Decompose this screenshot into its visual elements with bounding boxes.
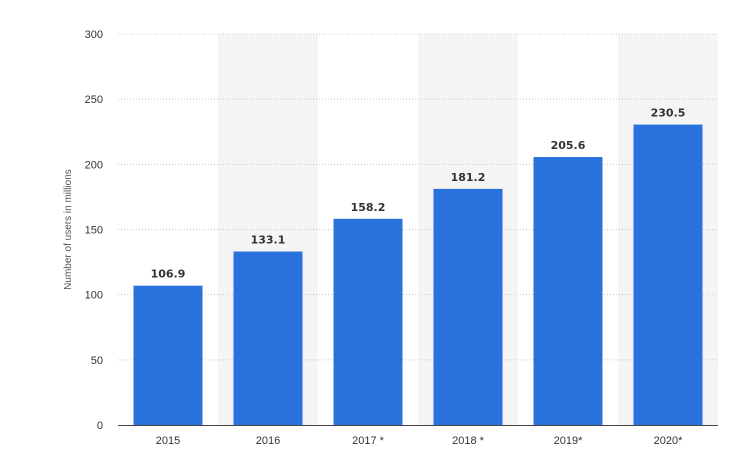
data-label-2: 158.2 — [351, 201, 386, 214]
bar-2020 — [633, 124, 703, 425]
data-label-0: 106.9 — [151, 268, 186, 281]
bar-2017 — [333, 218, 403, 425]
data-labels: 106.9 133.1 158.2 181.2 205.6 230.5 — [151, 107, 686, 281]
data-label-1: 133.1 — [251, 234, 286, 247]
gridlines — [118, 33, 718, 361]
x-tick-label-4: 2019* — [554, 435, 583, 447]
bar-2016 — [233, 251, 303, 425]
bar-2019 — [533, 157, 603, 425]
y-axis-ticks: 0 50 100 150 200 250 300 — [85, 29, 103, 432]
y-tick-label-100: 100 — [85, 290, 103, 302]
x-tick-label-2: 2017 * — [352, 435, 385, 447]
y-tick-label-150: 150 — [85, 225, 103, 237]
y-tick-label-50: 50 — [91, 355, 103, 367]
x-axis-ticks: 2015 2016 2017 * 2018 * 2019* 2020* — [156, 435, 683, 447]
x-tick-label-1: 2016 — [256, 435, 280, 447]
y-tick-label-0: 0 — [97, 420, 103, 432]
bar-2018 — [433, 188, 503, 425]
bar-2015 — [133, 285, 203, 425]
y-axis-label: Number of users in millions — [63, 169, 74, 290]
x-tick-label-3: 2018 * — [452, 435, 485, 447]
data-label-3: 181.2 — [451, 171, 486, 184]
x-tick-label-5: 2020* — [654, 435, 683, 447]
data-label-5: 230.5 — [651, 107, 686, 120]
x-tick-label-0: 2015 — [156, 435, 180, 447]
y-tick-label-250: 250 — [85, 94, 103, 106]
y-tick-label-300: 300 — [85, 29, 103, 41]
y-tick-label-200: 200 — [85, 159, 103, 171]
bars — [133, 124, 703, 425]
data-label-4: 205.6 — [551, 139, 586, 152]
